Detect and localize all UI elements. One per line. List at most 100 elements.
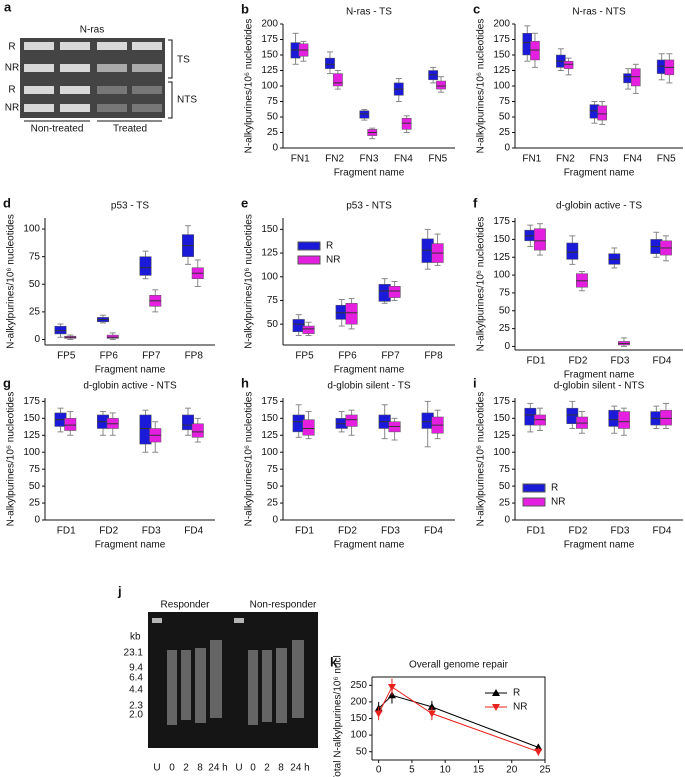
box (630, 68, 641, 87)
line (378, 694, 539, 748)
lane-label: 2 (183, 763, 189, 774)
y-axis-label: N-alkylpurines/10⁶ nucleotides (476, 217, 487, 352)
y-tick-label: 100 (493, 81, 510, 92)
x-tick-label: FD1 (57, 526, 76, 537)
panel-letter: d (3, 195, 11, 210)
size-marker: 2.0 (129, 710, 143, 721)
lane-label: 8 (278, 763, 284, 774)
lane-label: 0 (169, 763, 175, 774)
y-tick-label: 250 (350, 680, 367, 691)
x-tick-label: FN2 (556, 154, 575, 165)
y-tick-label: 25 (499, 127, 511, 138)
y-tick-label: 75 (29, 464, 41, 475)
y-tick-label: 100 (23, 224, 40, 235)
x-tick-label: FN3 (590, 154, 609, 165)
panel: k Overall genome repair Total N-alkylpurin… (330, 654, 551, 777)
row-label: R (8, 85, 15, 96)
legend-swatch (522, 483, 546, 493)
y-tick-label: 150 (493, 413, 510, 424)
y-tick-label: 175 (493, 216, 510, 227)
y-tick-label: 150 (261, 224, 278, 235)
legend-label: R (326, 241, 333, 252)
y-tick-label: 50 (499, 305, 511, 316)
x-tick-label: 5 (409, 765, 415, 776)
x-tick-label: FD2 (569, 526, 588, 537)
chart-title: d-globin silent - NTS (554, 381, 645, 392)
x-tick-label: FN2 (325, 154, 344, 165)
y-axis-label: N-alkylpurines/10⁶ nucleotides (244, 214, 255, 349)
box (401, 117, 412, 130)
legend-label: R (513, 688, 520, 699)
x-axis-label: Fragment name (564, 168, 635, 179)
box (597, 105, 607, 121)
box (302, 419, 315, 436)
x-tick-label: FP7 (142, 351, 161, 362)
y-tick-label: 75 (267, 464, 279, 475)
panel: f d-globin active - TS N-alkylpurines/10⁶ … (473, 195, 683, 381)
y-tick-label: 50 (356, 746, 368, 757)
x-tick-label: FD1 (527, 356, 546, 367)
x-tick-label: 0 (376, 765, 382, 776)
y-tick-label: 50 (29, 481, 41, 492)
legend-swatch (297, 255, 321, 265)
y-tick-label: 175 (493, 34, 510, 45)
legend-label: NR (326, 255, 340, 266)
x-tick-label: FD4 (653, 526, 672, 537)
size-marker: 2.3 (129, 701, 143, 712)
gel-title: N-ras (80, 25, 104, 36)
box (292, 319, 305, 332)
chart-title: p53 - TS (111, 201, 149, 212)
chart-title: d-globin active - NTS (83, 381, 177, 392)
panel-letter: e (241, 195, 248, 210)
y-tick-label: 25 (499, 498, 511, 509)
y-tick-label: 175 (493, 396, 510, 407)
y-tick-label: 25 (267, 127, 279, 138)
x-tick-label: FP6 (338, 351, 357, 362)
x-tick-label: FD2 (338, 526, 357, 537)
frame (372, 676, 546, 760)
panel-letter: h (241, 375, 249, 390)
x-tick-label: 10 (440, 765, 452, 776)
x-tick-label: FD4 (424, 526, 443, 537)
y-tick-label: 125 (493, 430, 510, 441)
y-tick-label: 0 (504, 515, 510, 526)
group-label: Non-responder (250, 600, 317, 611)
x-tick-label: FN5 (657, 154, 676, 165)
legend-label: R (551, 483, 558, 494)
lane-label: 0 (250, 763, 256, 774)
box (388, 285, 401, 298)
box (563, 60, 574, 69)
lane-label: 24 h (290, 763, 309, 774)
y-tick-label: 50 (267, 319, 279, 330)
size-unit: kb (130, 632, 141, 643)
y-tick-label: 50 (267, 481, 279, 492)
strand-label: TS (177, 55, 190, 66)
x-tick-label: FD2 (569, 356, 588, 367)
size-marker: 23.1 (124, 648, 144, 659)
y-tick-label: 125 (493, 252, 510, 263)
box (618, 411, 630, 429)
box (139, 256, 152, 276)
y-tick-label: 125 (261, 248, 278, 259)
panel-letter: c (473, 1, 480, 16)
panel: h d-globin silent - TS N-alkylpurines/10⁶ … (241, 375, 455, 551)
box (332, 73, 343, 87)
size-marker: 4.4 (129, 685, 143, 696)
x-tick-label: FP5 (57, 351, 76, 362)
x-tick-label: 15 (473, 765, 485, 776)
row-label: R (8, 42, 15, 53)
y-tick-label: 175 (261, 34, 278, 45)
box (182, 414, 194, 431)
strand-label: NTS (177, 95, 197, 106)
y-axis-label: Total N-alkylpurines/10⁶ nucl (333, 655, 344, 777)
x-tick-label: FN4 (394, 154, 413, 165)
box (359, 110, 370, 119)
panel: b N-ras - TS N-alkylpurines/10⁶ nucleotide… (241, 1, 455, 179)
y-tick-label: 0 (34, 515, 40, 526)
box (345, 303, 358, 325)
legend-swatch (297, 241, 321, 251)
y-tick-label: 125 (493, 65, 510, 76)
x-tick-label: FD4 (184, 526, 203, 537)
y-tick-label: 200 (261, 19, 278, 30)
panel-letter: k (330, 654, 338, 669)
